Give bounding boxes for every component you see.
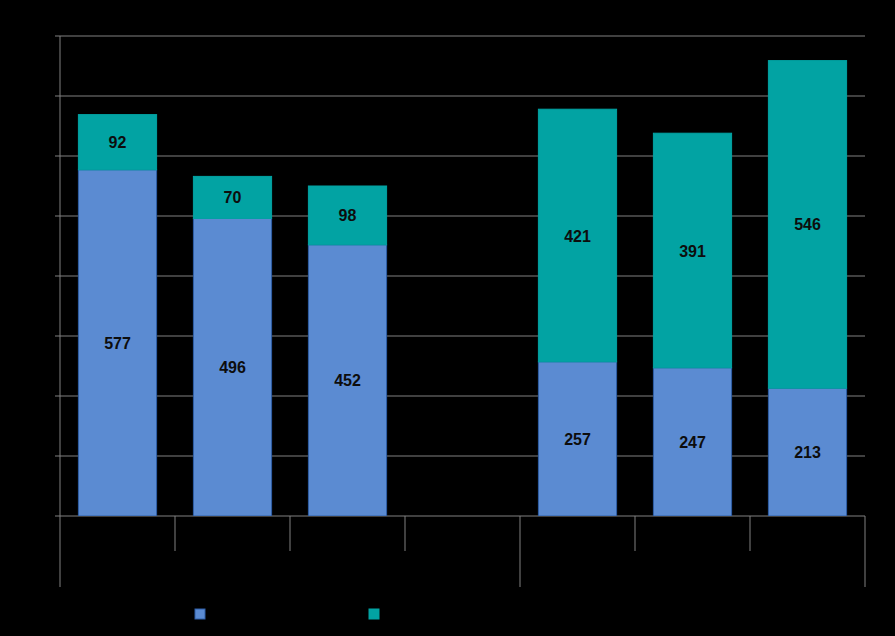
category-separator (865, 516, 866, 587)
bar-segment (308, 186, 386, 245)
grid-line (60, 396, 865, 397)
data-label: 496 (219, 359, 246, 376)
grid-line (60, 216, 865, 217)
y-tick (55, 336, 60, 337)
data-label: 70 (224, 189, 242, 206)
y-tick (55, 156, 60, 157)
bars (78, 61, 846, 516)
category-separator (405, 516, 406, 551)
y-tick (55, 396, 60, 397)
grid-line (60, 276, 865, 277)
legend (195, 609, 379, 619)
chart: 577 92 496 70 452 98 257 421 247 391 213 546 (0, 0, 895, 636)
chart-container: 577 92 496 70 452 98 257 421 247 391 213 546 (0, 0, 895, 636)
category-separator (60, 516, 61, 587)
bar-segment (193, 176, 271, 218)
bar-segment (78, 115, 156, 170)
y-tick (55, 276, 60, 277)
data-label: 546 (794, 216, 821, 233)
grid-line (60, 516, 865, 517)
legend-swatch (195, 609, 205, 619)
data-label: 213 (794, 444, 821, 461)
category-separator (635, 516, 636, 551)
bar-segment (308, 245, 386, 516)
grid-line (60, 336, 865, 337)
category-separator (520, 516, 521, 587)
background (0, 0, 895, 636)
category-separator (290, 516, 291, 551)
y-tick (55, 36, 60, 37)
grid-line (60, 156, 865, 157)
category-separator (175, 516, 176, 551)
data-label: 421 (564, 228, 591, 245)
y-tick (55, 516, 60, 517)
data-label: 391 (679, 243, 706, 260)
data-label: 257 (564, 431, 591, 448)
bar-segment (538, 109, 616, 362)
bar-segment (768, 61, 846, 389)
y-tick (55, 216, 60, 217)
bar-segment (768, 388, 846, 516)
grid-line (60, 36, 865, 37)
legend-swatch (369, 609, 379, 619)
bar-segment (653, 133, 731, 368)
data-label: 92 (109, 134, 127, 151)
bar-segment (78, 170, 156, 516)
y-tick (55, 456, 60, 457)
data-label: 452 (334, 372, 361, 389)
data-label: 98 (339, 207, 357, 224)
bar-segment (538, 362, 616, 516)
y-tick (55, 96, 60, 97)
bar-segment (653, 368, 731, 516)
y-axis (60, 36, 61, 516)
bar-segment (193, 218, 271, 516)
grid-line (60, 96, 865, 97)
data-labels: 577 92 496 70 452 98 257 421 247 391 213 546 (104, 134, 821, 461)
data-label: 577 (104, 335, 131, 352)
grid-line (60, 456, 865, 457)
data-label: 247 (679, 434, 706, 451)
category-separator (750, 516, 751, 551)
